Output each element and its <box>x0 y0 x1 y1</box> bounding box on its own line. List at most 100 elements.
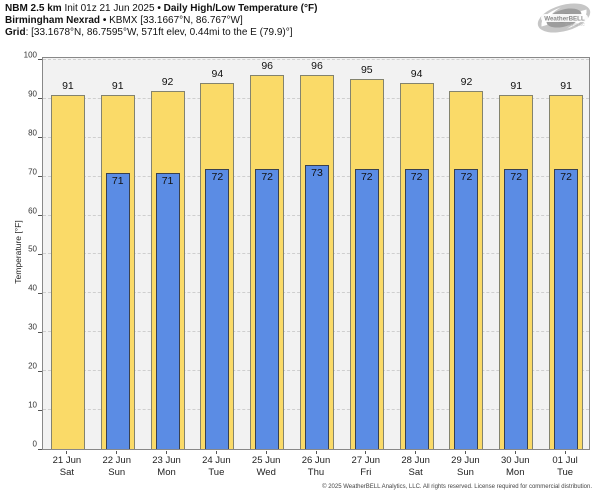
y-tick-mark <box>38 409 42 411</box>
x-tick-label: 25 Jun Wed <box>241 455 291 478</box>
station-name: Birmingham Nexrad <box>5 15 101 26</box>
y-tick-mark <box>38 292 42 294</box>
low-bar: 73 <box>305 164 329 449</box>
y-tick-label: 50 <box>28 244 37 254</box>
plot-area: 0 10 20 30 40 50 60 70 80 90 100 91 91 71 92 71 94 72 96 72… <box>24 50 590 450</box>
y-tick-mark <box>38 448 42 450</box>
separator-dot: • <box>102 15 107 26</box>
x-tick-mark <box>315 451 317 454</box>
x-tick-mark <box>514 451 516 454</box>
low-value-label: 73 <box>311 166 323 179</box>
high-value-label: 91 <box>62 79 74 92</box>
low-bar: 72 <box>404 168 429 449</box>
x-tick-day: Sun <box>108 466 126 478</box>
low-value-label: 72 <box>211 170 224 183</box>
station-info: KBMX [33.1667°N, 86.767°W] <box>109 15 243 26</box>
x-tick-date: 30 Jun <box>501 455 530 466</box>
header-station-line: Birmingham Nexrad • KBMX [33.1667°N, 86.… <box>5 15 317 27</box>
x-tick-label: 24 Jun Tue <box>191 455 241 478</box>
footer-copyright: © 2025 WeatherBELL Analytics, LLC. All r… <box>322 484 592 490</box>
x-tick-label: 26 Jun Thu <box>291 455 341 478</box>
low-bar: 72 <box>454 168 479 449</box>
x-tick-date: 23 Jun <box>152 455 181 466</box>
x-axis: 21 Jun Sat 22 Jun Sun 23 Jun Mon 24 Jun Tue 25 J… <box>42 451 590 483</box>
weatherbell-logo: WeatherBELL Analytics LLC <box>537 3 591 33</box>
y-tick-label: 60 <box>28 206 37 216</box>
y-tick-label: 100 <box>23 50 37 60</box>
product-name: Daily High/Low Temperature (°F) <box>163 3 318 14</box>
x-tick-date: 21 Jun <box>52 455 82 466</box>
y-tick-mark <box>38 59 42 61</box>
x-tick-date: 25 Jun <box>251 455 281 466</box>
header-title-line: NBM 2.5 km Init 01z 21 Jun 2025 • Daily … <box>5 3 317 15</box>
high-value-label: 92 <box>161 76 174 89</box>
low-value-label: 72 <box>261 170 274 183</box>
x-tick-day: Tue <box>557 466 574 478</box>
x-tick-day: Mon <box>506 466 525 478</box>
x-tick-mark <box>564 451 566 454</box>
x-tick-date: 24 Jun <box>202 455 231 466</box>
low-bar: 71 <box>155 172 180 449</box>
x-tick-label: 21 Jun Sat <box>42 455 92 478</box>
y-tick-mark <box>38 253 42 255</box>
x-tick-mark <box>415 451 417 454</box>
x-tick-label: 22 Jun Sun <box>92 455 142 478</box>
separator-dot: • <box>157 3 161 14</box>
y-tick-mark <box>38 176 42 178</box>
high-value-label: 92 <box>460 76 473 89</box>
x-tick-mark <box>464 451 466 454</box>
low-bar: 72 <box>205 168 230 449</box>
y-tick-label: 0 <box>32 439 37 449</box>
x-tick-label: 29 Jun Sun <box>441 455 491 478</box>
high-value-label: 96 <box>311 60 323 73</box>
y-tick-label: 70 <box>28 167 37 177</box>
x-tick-day: Sun <box>456 466 474 478</box>
model-name: NBM 2.5 km <box>5 3 62 14</box>
x-tick-mark <box>215 451 217 454</box>
low-value-label: 72 <box>510 170 523 183</box>
high-value-label: 94 <box>211 68 224 81</box>
x-tick-date: 01 Jul <box>552 455 578 466</box>
x-tick-label: 27 Jun Fri <box>341 455 391 478</box>
x-tick-day: Mon <box>157 466 176 478</box>
x-tick-day: Sat <box>59 466 75 478</box>
low-value-label: 72 <box>410 170 423 183</box>
y-tick-mark <box>38 331 42 333</box>
x-tick-date: 22 Jun <box>102 455 131 466</box>
y-tick-label: 30 <box>28 322 37 332</box>
y-tick-label: 40 <box>28 283 37 293</box>
init-time: Init 01z 21 Jun 2025 <box>64 3 155 14</box>
low-bar: 72 <box>255 168 280 449</box>
grid-info: : [33.1678°N, 86.7595°W, 571ft elev, 0.4… <box>25 27 293 38</box>
logo-text: WeatherBELL <box>544 15 585 22</box>
x-tick-day: Wed <box>256 466 276 478</box>
gridline <box>43 58 589 60</box>
x-tick-mark <box>166 451 168 454</box>
y-tick-mark <box>38 370 42 372</box>
x-tick-mark <box>116 451 118 454</box>
y-tick-label: 90 <box>28 89 37 99</box>
high-value-label: 94 <box>410 68 423 81</box>
x-tick-day: Thu <box>307 466 325 478</box>
low-value-label: 72 <box>460 170 473 183</box>
x-tick-date: 28 Jun <box>401 455 430 466</box>
y-tick-mark <box>38 215 42 217</box>
low-bar: 72 <box>504 168 529 449</box>
high-value-label: 91 <box>111 79 124 92</box>
x-tick-date: 27 Jun <box>351 455 381 466</box>
chart-header: NBM 2.5 km Init 01z 21 Jun 2025 • Daily … <box>5 3 317 39</box>
low-value-label: 72 <box>360 170 373 183</box>
low-bar: 71 <box>105 172 130 449</box>
x-tick-mark <box>66 451 68 454</box>
x-tick-label: 01 Jul Tue <box>540 455 590 478</box>
x-tick-mark <box>265 451 267 454</box>
low-value-label: 71 <box>161 174 174 187</box>
logo-subtext: Analytics LLC <box>565 23 585 27</box>
x-tick-day: Tue <box>208 466 225 478</box>
high-value-label: 95 <box>360 64 373 77</box>
high-value-label: 91 <box>560 79 572 92</box>
y-tick-label: 80 <box>28 128 37 138</box>
x-tick-label: 23 Jun Mon <box>142 455 192 478</box>
x-tick-date: 26 Jun <box>301 455 331 466</box>
